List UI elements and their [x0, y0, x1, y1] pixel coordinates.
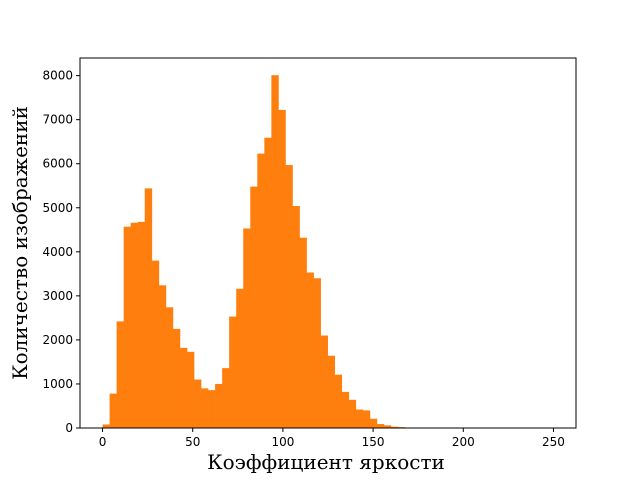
histogram-bar — [306, 272, 314, 428]
bars-group — [102, 75, 413, 429]
histogram-bar — [130, 222, 139, 428]
histogram-bar — [229, 316, 237, 428]
y-tick-label: 6000 — [42, 157, 73, 171]
y-tick-label: 4000 — [42, 245, 73, 259]
histogram-bar — [327, 355, 336, 428]
y-tick-label: 1000 — [42, 377, 73, 391]
histogram-bar — [186, 351, 195, 428]
histogram-bar — [165, 307, 174, 428]
x-tick-label: 200 — [452, 435, 475, 449]
y-axis-ticks: 0 1000 2000 3000 4000 5000 6000 7000 8000 — [42, 69, 80, 435]
x-axis-ticks: 0 50 100 150 200 250 — [99, 428, 565, 449]
histogram-bar — [144, 188, 153, 428]
y-tick-label: 0 — [65, 421, 73, 435]
plot-frame — [79, 57, 577, 429]
histogram-bar — [116, 321, 124, 428]
x-tick-label: 250 — [542, 435, 565, 449]
x-tick-label: 150 — [362, 435, 385, 449]
x-axis-label: Коэффициент яркости — [207, 450, 445, 474]
histogram-bar — [236, 288, 244, 428]
y-tick-label: 5000 — [42, 201, 73, 215]
y-axis-label: Количество изображений — [8, 106, 32, 380]
histogram-bar — [193, 379, 202, 428]
histogram-bar — [278, 109, 286, 428]
histogram-bar — [334, 374, 343, 428]
histogram-bar — [123, 226, 132, 428]
histogram-bar — [172, 328, 181, 428]
histogram-bar — [208, 390, 216, 428]
histogram-bar — [271, 75, 279, 429]
histogram-bar — [320, 335, 328, 428]
histogram-bar — [102, 424, 110, 428]
histogram-bar — [285, 165, 293, 429]
histogram-bar — [179, 347, 188, 428]
histogram-bar — [355, 409, 364, 428]
y-tick-label: 3000 — [42, 289, 73, 303]
histogram-bar — [341, 391, 350, 428]
histogram-bar — [257, 153, 265, 428]
histogram-bar — [292, 206, 300, 428]
histogram-bar — [299, 237, 307, 428]
y-tick-label: 7000 — [42, 113, 73, 127]
histogram-bar — [201, 388, 209, 428]
y-tick-label: 2000 — [42, 333, 73, 347]
histogram-bar — [243, 228, 251, 428]
histogram-bar — [158, 285, 167, 428]
histogram-bar — [362, 410, 371, 428]
histogram-bar — [376, 424, 385, 428]
histogram-bar — [137, 221, 146, 428]
x-tick-label: 50 — [185, 435, 200, 449]
histogram-bar — [369, 418, 378, 428]
histogram-bar — [390, 426, 399, 428]
y-tick-label: 8000 — [42, 69, 73, 83]
histogram-bar — [348, 399, 357, 428]
histogram-bar — [264, 137, 272, 429]
histogram-bar — [222, 368, 230, 428]
x-tick-label: 100 — [271, 435, 294, 449]
histogram-bar — [215, 383, 223, 428]
histogram-bar — [151, 260, 160, 428]
histogram-bar — [313, 278, 321, 428]
x-tick-label: 0 — [99, 435, 107, 449]
histogram-bar — [250, 186, 258, 428]
histogram-bar — [383, 425, 392, 428]
histogram-bar — [109, 393, 117, 428]
